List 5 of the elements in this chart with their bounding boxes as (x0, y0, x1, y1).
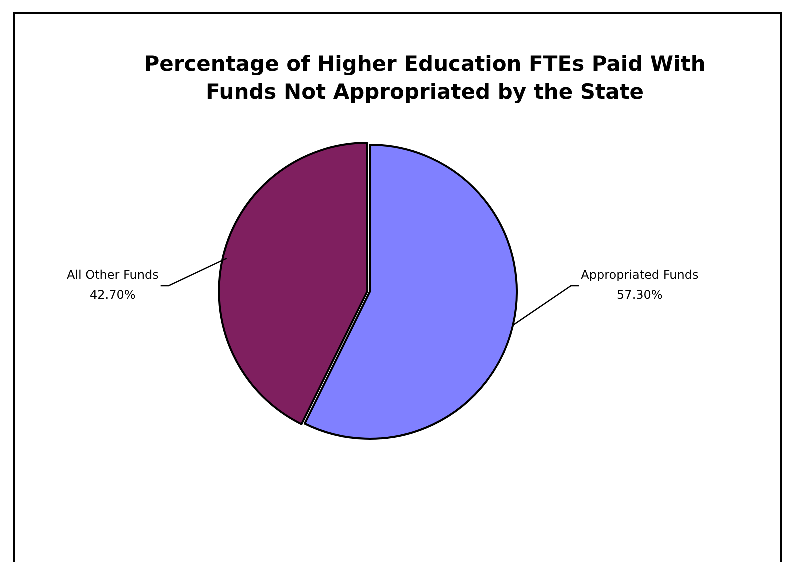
slice-label: Appropriated Funds (581, 268, 699, 282)
data-label: 57.30% (617, 288, 663, 302)
chart-title: Percentage of Higher Education FTEs Paid With Funds Not Appropriated by the State (143, 51, 707, 106)
data-label: 42.70% (90, 288, 136, 302)
slice-label: All Other Funds (66, 268, 159, 282)
